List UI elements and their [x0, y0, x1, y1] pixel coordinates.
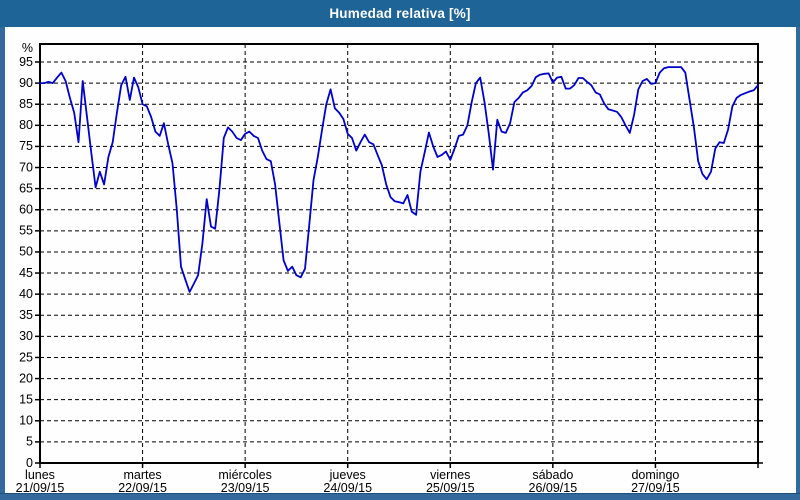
y-axis-tick-label-50: 50: [19, 245, 33, 259]
y-axis-tick-label-25: 25: [19, 350, 33, 364]
y-axis-tick-label-85: 85: [19, 97, 33, 111]
chart-title: Humedad relativa [%]: [329, 6, 471, 21]
x-axis-day-name-6: domingo: [631, 468, 679, 482]
y-axis-tick-label-15: 15: [19, 392, 33, 406]
y-axis-tick-label-30: 30: [19, 329, 33, 343]
y-axis-tick-label-20: 20: [19, 371, 33, 385]
x-axis-day-name-4: viernes: [430, 468, 470, 482]
window-frame-right: [796, 0, 800, 500]
y-axis-tick-label-60: 60: [19, 203, 33, 217]
y-axis-tick-label-95: 95: [19, 55, 33, 69]
x-axis-day-date-4: 25/09/15: [426, 481, 475, 495]
y-axis-tick-label-55: 55: [19, 224, 33, 238]
window-frame-bottom: [0, 493, 800, 500]
x-axis-day-date-1: 22/09/15: [118, 481, 167, 495]
x-axis-day-name-0: lunes: [25, 468, 55, 482]
x-axis-day-date-0: 21/09/15: [16, 481, 65, 495]
y-axis-tick-label-45: 45: [19, 266, 33, 280]
x-axis-day-name-5: sábado: [532, 468, 573, 482]
y-axis-tick-label-90: 90: [19, 76, 33, 90]
y-axis-tick-label-70: 70: [19, 160, 33, 174]
y-axis-tick-label-75: 75: [19, 139, 33, 153]
y-axis-tick-label-5: 5: [26, 435, 33, 449]
plot-area-background: [40, 44, 758, 463]
y-axis-tick-label-40: 40: [19, 287, 33, 301]
x-axis-day-name-2: miércoles: [218, 468, 272, 482]
x-axis-day-date-6: 27/09/15: [631, 481, 680, 495]
x-axis-day-date-3: 24/09/15: [323, 481, 372, 495]
y-axis-tick-label-65: 65: [19, 181, 33, 195]
x-axis-day-date-2: 23/09/15: [221, 481, 270, 495]
window-frame-left: [0, 0, 5, 500]
y-axis-tick-label-10: 10: [19, 414, 33, 428]
y-axis-tick-label-0: 0: [26, 456, 33, 470]
chart-title-bar: Humedad relativa [%]: [0, 0, 800, 27]
humidity-series-line: [39, 66, 759, 293]
x-axis-day-name-3: jueves: [329, 468, 366, 482]
y-axis-unit-label: %: [22, 41, 33, 55]
y-axis-tick-label-80: 80: [19, 118, 33, 132]
x-axis-day-name-1: martes: [123, 468, 161, 482]
plot-border: [39, 43, 759, 464]
x-axis-day-date-5: 26/09/15: [529, 481, 578, 495]
y-axis-tick-label-35: 35: [19, 308, 33, 322]
